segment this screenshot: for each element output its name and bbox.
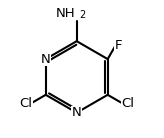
Text: Cl: Cl — [19, 97, 32, 110]
Text: N: N — [41, 53, 51, 66]
Text: Cl: Cl — [121, 97, 134, 110]
Text: 2: 2 — [80, 10, 86, 20]
Text: F: F — [114, 39, 122, 52]
Text: N: N — [72, 106, 82, 119]
Text: NH: NH — [56, 7, 75, 20]
